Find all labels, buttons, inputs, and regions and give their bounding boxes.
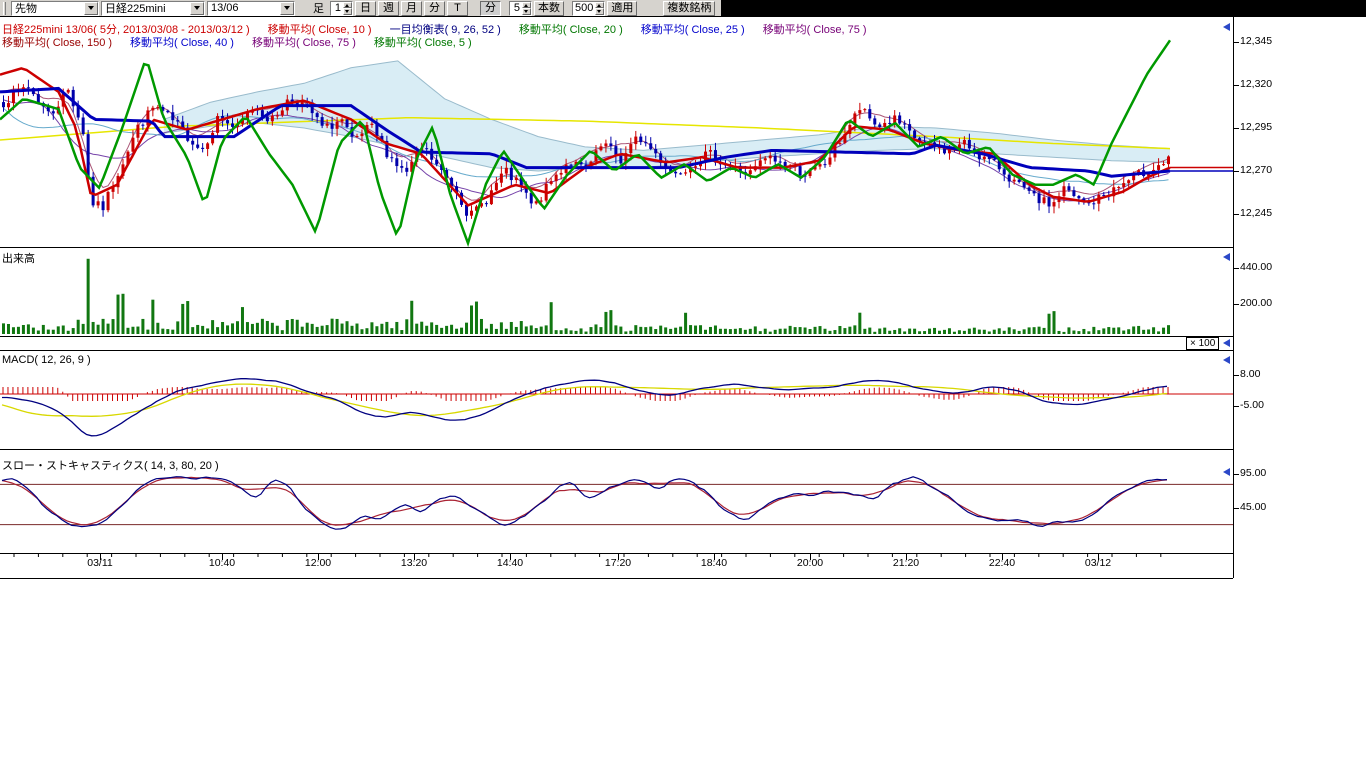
volume-axis-label: 200.00 (1240, 297, 1273, 309)
apply-button[interactable]: 適用 (607, 0, 638, 16)
macd-axis-label: -5.00 (1240, 399, 1264, 411)
scroll-left-arrow[interactable] (1223, 468, 1230, 476)
scroll-left-arrow[interactable] (1223, 23, 1230, 31)
indicator-label-ma25: 移動平均( Close, 25 ) (640, 24, 745, 36)
scroll-left-arrow[interactable] (1223, 339, 1230, 347)
macd-axis-label: 8.00 (1240, 368, 1261, 380)
period-month-button[interactable]: 月 (401, 0, 422, 16)
count-spinner-value: 500 (575, 2, 594, 14)
price-axis-label: 12,345 (1240, 35, 1273, 47)
stoch-axis-label: 45.00 (1240, 501, 1267, 513)
minute-mode-button[interactable]: 分 (480, 0, 501, 16)
chart-header-row-1: 日経225mini 13/06( 5分, 2013/03/08 - 2013/0… (2, 21, 867, 37)
time-axis-label: 10:40 (208, 557, 236, 569)
scroll-left-arrow[interactable] (1223, 253, 1230, 261)
price-axis-label: 12,320 (1240, 78, 1273, 90)
time-axis-label: 03/12 (1084, 557, 1112, 569)
time-axis-label: 21:20 (892, 557, 920, 569)
symbol-value: 日経225mini (105, 3, 166, 15)
time-axis-label: 12:00 (304, 557, 332, 569)
contract-value: 13/06 (211, 2, 239, 14)
ashi-label: 足 (313, 3, 324, 15)
minutes-spinner[interactable]: 5 (509, 0, 532, 16)
time-axis-label: 14:40 (496, 557, 524, 569)
stoch-axis-label: 95.00 (1240, 467, 1267, 479)
macd-pane-title: MACD( 12, 26, 9 ) (2, 354, 91, 366)
category-value: 先物 (15, 3, 37, 15)
time-axis-label: 20:00 (796, 557, 824, 569)
indicator-label-ichimoku: 一目均衡表( 9, 26, 52 ) (389, 24, 501, 36)
multi-symbol-button[interactable]: 複数銘柄 (663, 0, 716, 16)
time-axis-label: 17:20 (604, 557, 632, 569)
period-week-button[interactable]: 週 (378, 0, 399, 16)
interval-spinner[interactable]: 1 (330, 0, 353, 16)
period-minute-button[interactable]: 分 (424, 0, 445, 16)
symbol-select[interactable]: 日経225mini (101, 0, 205, 16)
category-select[interactable]: 先物 (11, 0, 99, 16)
top-toolbar: 先物 日経225mini 13/06 足 1 日 週 月 分 T 分 5 本数 … (0, 0, 1366, 17)
indicator-label-ma75: 移動平均( Close, 75 ) (762, 24, 867, 36)
toolbar-filler (721, 0, 1366, 16)
volume-pane-title: 出来高 (2, 253, 35, 265)
indicator-label-ma10: 移動平均( Close, 10 ) (267, 24, 372, 36)
chevron-down-icon[interactable] (190, 1, 204, 15)
price-axis-label: 12,270 (1240, 164, 1273, 176)
time-axis-label: 13:20 (400, 557, 428, 569)
indicator-label-ma40: 移動平均( Close, 40 ) (130, 37, 234, 49)
price-axis-label: 12,245 (1240, 207, 1273, 219)
count-spinner[interactable]: 500 (572, 0, 606, 16)
contract-select[interactable]: 13/06 (207, 0, 295, 16)
toolbar-grip[interactable] (3, 1, 6, 15)
chart-header-row-2: 移動平均( Close, 150 ) 移動平均( Close, 40 ) 移動平… (2, 34, 472, 50)
stoch-pane-title: スロー・ストキャスティクス( 14, 3, 80, 20 ) (2, 460, 219, 472)
indicator-label-ma5: 移動平均( Close, 5 ) (373, 37, 472, 49)
bar-count-button[interactable]: 本数 (534, 0, 564, 16)
volume-axis-label: 440.00 (1240, 261, 1273, 273)
time-axis-label: 18:40 (700, 557, 728, 569)
period-day-button[interactable]: 日 (355, 0, 376, 16)
time-axis-label: 03/11 (87, 557, 113, 569)
chevron-down-icon[interactable] (280, 1, 294, 15)
spinner-arrows-icon[interactable] (343, 1, 352, 15)
volume-multiplier-badge: × 100 (1186, 337, 1220, 350)
time-axis-label: 22:40 (988, 557, 1016, 569)
chart-title: 日経225mini 13/06( 5分, 2013/03/08 - 2013/0… (2, 24, 250, 36)
indicator-label-ma150: 移動平均( Close, 150 ) (2, 37, 113, 49)
indicator-label-ma20: 移動平均( Close, 20 ) (518, 24, 623, 36)
scroll-left-arrow[interactable] (1223, 356, 1230, 364)
minutes-spinner-value: 5 (513, 2, 520, 14)
chevron-down-icon[interactable] (84, 1, 98, 15)
period-tick-button[interactable]: T (447, 0, 468, 16)
interval-spinner-value: 1 (334, 2, 341, 14)
spinner-arrows-icon[interactable] (522, 1, 531, 15)
indicator-label-ma75b: 移動平均( Close, 75 ) (251, 37, 356, 49)
spinner-arrows-icon[interactable] (595, 1, 605, 15)
price-axis-label: 12,295 (1240, 121, 1273, 133)
